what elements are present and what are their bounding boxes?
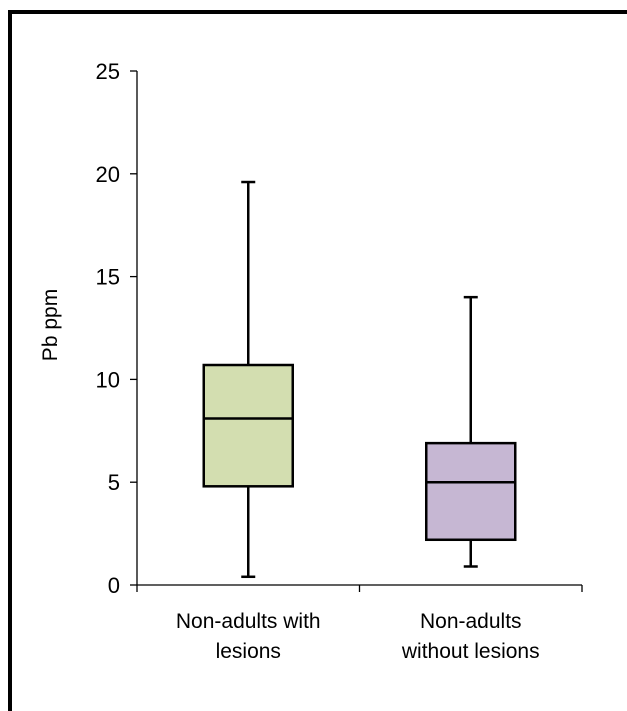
y-tick-label: 5: [108, 470, 120, 495]
iqr-box: [425, 441, 517, 542]
x-category-label: Non-adults with: [176, 610, 321, 633]
y-tick-label: 25: [96, 59, 120, 84]
x-category-label: lesions: [216, 640, 281, 663]
y-axis-label: Pb ppm: [39, 289, 62, 361]
iqr-box: [202, 363, 294, 488]
y-tick-label: 0: [108, 573, 120, 598]
y-tick-label: 10: [96, 367, 120, 392]
x-category-label: Non-adults: [420, 610, 522, 633]
x-category-label: without lesions: [401, 640, 540, 663]
figure-frame: [8, 10, 627, 711]
y-tick-label: 20: [96, 162, 120, 187]
y-tick-label: 15: [96, 265, 120, 290]
